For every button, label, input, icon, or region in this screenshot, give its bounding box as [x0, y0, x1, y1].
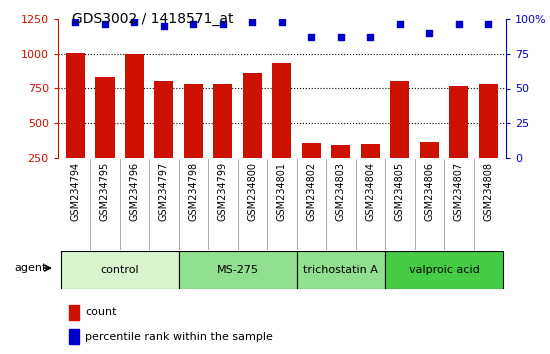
Point — [366, 35, 375, 40]
Bar — [243, 73, 262, 158]
Text: GSM234804: GSM234804 — [365, 162, 375, 221]
Bar — [390, 81, 409, 158]
Bar — [125, 54, 144, 158]
Point — [160, 24, 168, 29]
Text: GSM234801: GSM234801 — [277, 162, 287, 221]
FancyBboxPatch shape — [296, 251, 385, 289]
Bar — [69, 329, 79, 344]
Bar — [213, 84, 233, 158]
Text: trichostatin A: trichostatin A — [304, 265, 378, 275]
Text: GSM234794: GSM234794 — [70, 162, 80, 221]
Text: GSM234796: GSM234796 — [129, 162, 139, 221]
Text: GSM234808: GSM234808 — [483, 162, 493, 221]
Point — [395, 21, 404, 27]
Bar — [272, 63, 292, 158]
Bar — [449, 86, 469, 158]
Point — [130, 19, 139, 25]
Text: GSM234797: GSM234797 — [159, 162, 169, 221]
Bar — [361, 144, 380, 158]
Text: GSM234800: GSM234800 — [248, 162, 257, 221]
Bar — [95, 77, 114, 158]
Text: GSM234805: GSM234805 — [395, 162, 405, 221]
Point — [337, 35, 345, 40]
Point — [277, 19, 286, 25]
FancyBboxPatch shape — [60, 251, 179, 289]
Text: GSM234803: GSM234803 — [336, 162, 346, 221]
Bar — [420, 142, 439, 158]
Text: count: count — [85, 307, 117, 317]
Bar — [302, 143, 321, 158]
FancyBboxPatch shape — [179, 251, 296, 289]
Point — [454, 21, 463, 27]
Bar — [184, 84, 203, 158]
Text: GSM234795: GSM234795 — [100, 162, 110, 221]
Point — [218, 21, 227, 27]
Text: agent: agent — [14, 263, 47, 273]
Point — [101, 21, 109, 27]
Point — [248, 19, 257, 25]
Point — [71, 19, 80, 25]
Bar — [478, 84, 498, 158]
Point — [425, 30, 434, 36]
Text: GSM234798: GSM234798 — [189, 162, 199, 221]
Text: control: control — [100, 265, 139, 275]
Text: percentile rank within the sample: percentile rank within the sample — [85, 332, 273, 342]
Text: MS-275: MS-275 — [217, 265, 258, 275]
Point — [307, 35, 316, 40]
FancyBboxPatch shape — [385, 251, 503, 289]
Text: GDS3002 / 1418571_at: GDS3002 / 1418571_at — [72, 12, 233, 27]
Bar — [155, 81, 173, 158]
Text: GSM234799: GSM234799 — [218, 162, 228, 221]
Point — [484, 21, 493, 27]
Bar — [331, 145, 350, 158]
Bar — [69, 305, 79, 320]
Text: valproic acid: valproic acid — [409, 265, 480, 275]
Text: GSM234802: GSM234802 — [306, 162, 316, 221]
Text: GSM234806: GSM234806 — [425, 162, 435, 221]
Point — [189, 21, 198, 27]
Bar — [66, 53, 85, 158]
Text: GSM234807: GSM234807 — [454, 162, 464, 221]
